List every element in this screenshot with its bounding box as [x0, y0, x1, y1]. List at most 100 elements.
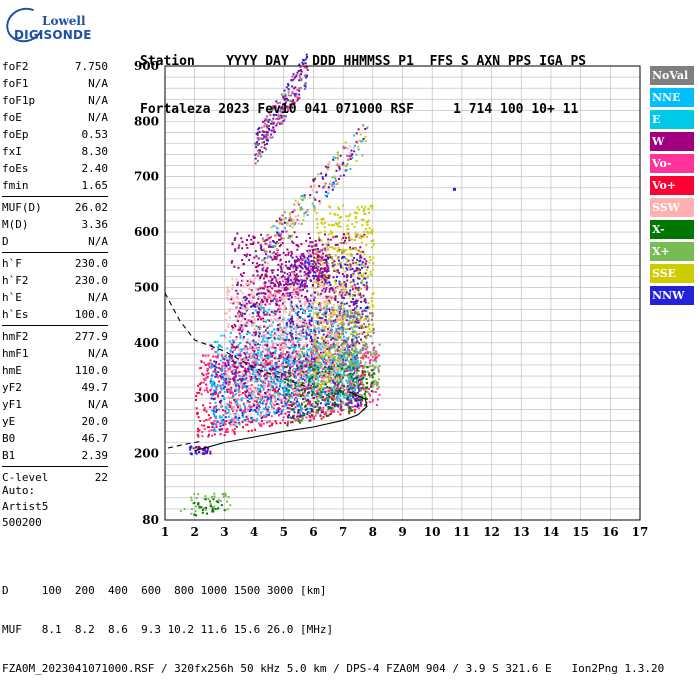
- data-point: [302, 329, 304, 331]
- data-point: [361, 224, 363, 226]
- data-point: [328, 206, 330, 208]
- data-point: [206, 513, 208, 515]
- data-point: [214, 508, 216, 510]
- data-point: [291, 264, 293, 266]
- data-point: [316, 212, 318, 214]
- data-point: [239, 333, 241, 335]
- data-point: [285, 388, 287, 390]
- data-point: [298, 402, 300, 404]
- data-point: [327, 303, 329, 305]
- data-point: [264, 408, 266, 410]
- data-point: [255, 341, 257, 343]
- data-point: [233, 346, 235, 348]
- data-point: [340, 266, 342, 268]
- data-point: [309, 241, 311, 243]
- data-point: [252, 346, 254, 348]
- data-point: [341, 368, 343, 370]
- data-point: [228, 416, 230, 418]
- data-point: [264, 392, 266, 394]
- data-point: [303, 374, 305, 376]
- data-point: [377, 388, 379, 390]
- data-point: [229, 336, 231, 338]
- data-point: [262, 282, 264, 284]
- data-point: [285, 393, 287, 395]
- data-point: [232, 410, 234, 412]
- data-point: [234, 237, 236, 239]
- data-point: [360, 405, 362, 407]
- data-point: [238, 247, 240, 249]
- data-point: [270, 337, 272, 339]
- data-point: [230, 389, 232, 391]
- data-point: [334, 392, 336, 394]
- data-point: [318, 347, 320, 349]
- data-point: [342, 387, 344, 389]
- data-point: [225, 383, 227, 385]
- data-point: [259, 378, 261, 380]
- data-point: [348, 369, 350, 371]
- data-point: [248, 407, 250, 409]
- data-point: [311, 366, 313, 368]
- data-point: [354, 262, 356, 264]
- data-point: [257, 328, 259, 330]
- data-point: [248, 235, 250, 237]
- data-point: [295, 418, 297, 420]
- data-point: [267, 398, 269, 400]
- data-point: [275, 313, 277, 315]
- data-point: [372, 356, 374, 358]
- data-point: [352, 298, 354, 300]
- data-point: [336, 320, 338, 322]
- data-point: [277, 292, 279, 294]
- data-point: [238, 419, 240, 421]
- data-point: [222, 385, 224, 387]
- data-point: [260, 310, 262, 312]
- data-point: [311, 318, 313, 320]
- data-point: [299, 392, 301, 394]
- data-point: [279, 254, 281, 256]
- data-point: [215, 356, 217, 358]
- data-point: [195, 514, 197, 516]
- data-point: [294, 358, 296, 360]
- data-point: [343, 242, 345, 244]
- data-point: [351, 223, 353, 225]
- data-point: [308, 308, 310, 310]
- data-point: [326, 368, 328, 370]
- data-point: [255, 255, 257, 257]
- data-point: [288, 374, 290, 376]
- data-point: [323, 301, 325, 303]
- data-point: [220, 422, 222, 424]
- data-point: [256, 374, 258, 376]
- data-point: [343, 233, 345, 235]
- data-point: [366, 269, 368, 271]
- data-point: [282, 366, 284, 368]
- data-point: [361, 311, 363, 313]
- data-point: [367, 332, 369, 334]
- data-point: [351, 255, 353, 257]
- data-point: [292, 372, 294, 374]
- data-point: [221, 389, 223, 391]
- data-point: [345, 403, 347, 405]
- data-point: [269, 314, 271, 316]
- data-point: [244, 410, 246, 412]
- data-point: [221, 365, 223, 367]
- data-point: [249, 410, 251, 412]
- data-point: [240, 290, 242, 292]
- data-point: [315, 322, 317, 324]
- data-point: [249, 332, 251, 334]
- data-point: [354, 411, 356, 413]
- data-point: [253, 352, 255, 354]
- data-point: [288, 400, 290, 402]
- data-point: [339, 399, 341, 401]
- data-point: [356, 360, 358, 362]
- data-point: [205, 377, 207, 379]
- data-point: [361, 218, 363, 220]
- data-point: [199, 388, 201, 390]
- data-point: [218, 499, 220, 501]
- data-point: [256, 401, 258, 403]
- data-point: [312, 251, 314, 253]
- data-point: [259, 333, 261, 335]
- data-point: [364, 206, 366, 208]
- data-point: [359, 327, 361, 329]
- data-point: [291, 403, 293, 405]
- data-point: [231, 278, 233, 280]
- data-point: [296, 249, 298, 251]
